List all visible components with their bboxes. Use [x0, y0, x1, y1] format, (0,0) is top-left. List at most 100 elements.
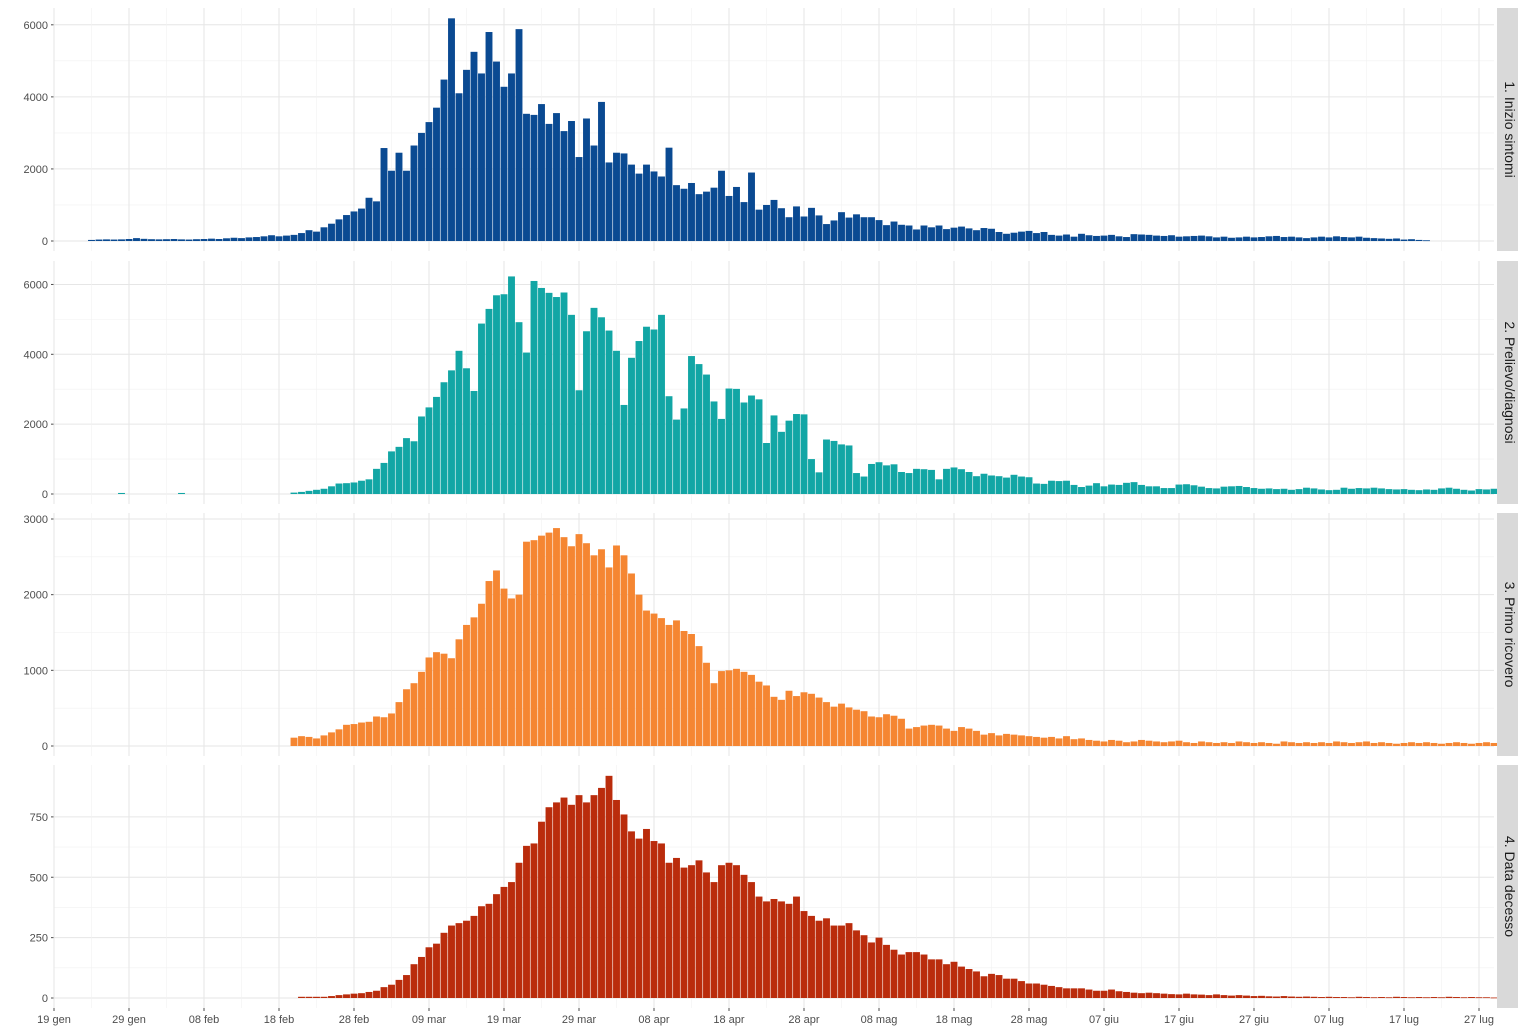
bar: [1460, 489, 1468, 494]
facet-strip: [1497, 765, 1518, 1008]
bar: [493, 295, 500, 494]
bar: [695, 364, 703, 494]
bar: [1100, 486, 1108, 494]
bar: [920, 225, 928, 241]
bar: [1198, 235, 1205, 241]
bar: [1183, 484, 1190, 494]
bar: [778, 901, 785, 998]
bar: [890, 221, 898, 241]
bar: [845, 445, 853, 494]
bar: [1393, 743, 1400, 746]
bar: [425, 657, 433, 746]
bar: [1400, 997, 1408, 998]
bar: [740, 402, 748, 494]
bar: [388, 713, 395, 746]
bar: [830, 220, 838, 241]
bar: [1010, 474, 1018, 494]
bar: [1475, 997, 1483, 999]
bar: [1078, 233, 1085, 241]
bar: [995, 975, 1003, 998]
bar: [815, 215, 823, 241]
bar: [523, 113, 530, 241]
bar: [470, 51, 478, 242]
bar: [980, 976, 988, 998]
y-tick-label: 250: [30, 933, 48, 945]
bar: [635, 341, 643, 494]
bar: [1025, 983, 1033, 998]
bar: [905, 728, 913, 746]
bar: [1393, 238, 1400, 241]
bar: [1273, 235, 1280, 241]
bar: [1085, 739, 1093, 746]
bar: [1385, 238, 1393, 241]
bar: [155, 239, 163, 241]
bar: [710, 683, 718, 746]
x-tick-label: 29 mar: [562, 1014, 597, 1026]
bar: [605, 567, 613, 746]
bar: [1318, 742, 1325, 746]
x-tick-label: 08 apr: [638, 1014, 670, 1026]
bar: [598, 101, 605, 242]
bar: [785, 903, 793, 998]
bar: [1273, 489, 1280, 494]
bar: [373, 716, 380, 746]
bar: [485, 308, 493, 494]
bar: [395, 979, 403, 998]
bar: [388, 984, 395, 998]
bar: [545, 532, 553, 746]
bar: [1093, 740, 1100, 746]
bar: [980, 228, 988, 241]
bar: [800, 216, 808, 241]
bar: [170, 239, 178, 241]
bar: [875, 937, 883, 998]
bar: [890, 464, 898, 494]
facet-strip-label: 2. Prelievo/diagnosi: [1502, 321, 1518, 443]
bar: [298, 491, 305, 494]
bar: [1055, 235, 1063, 241]
bar: [725, 670, 733, 746]
bar: [1115, 740, 1123, 746]
bar: [560, 131, 568, 241]
bar: [890, 949, 898, 998]
bar: [1048, 985, 1055, 998]
bar: [808, 459, 815, 494]
bar: [1490, 488, 1498, 494]
bar: [1453, 488, 1460, 494]
bar: [1010, 978, 1018, 998]
bar: [913, 727, 920, 746]
bar: [1123, 482, 1130, 494]
bar: [1183, 742, 1190, 746]
bar: [928, 227, 935, 241]
bar: [238, 238, 245, 241]
bar: [898, 471, 905, 494]
bar: [1258, 488, 1265, 494]
bar: [1018, 981, 1025, 998]
bar: [530, 540, 538, 746]
bar: [733, 668, 740, 746]
y-tick-label: 0: [42, 236, 48, 248]
bar: [1190, 994, 1198, 998]
bar: [1348, 742, 1355, 746]
bar: [463, 368, 470, 494]
bar: [313, 996, 320, 998]
bar: [673, 620, 680, 746]
y-tick-label: 750: [30, 812, 48, 824]
bar: [1040, 231, 1048, 241]
bar: [1130, 741, 1138, 746]
bar: [1198, 994, 1205, 998]
bar: [665, 147, 673, 241]
bar: [958, 966, 965, 998]
bar: [1175, 740, 1183, 746]
y-tick-label: 3000: [24, 514, 48, 526]
bar: [1198, 741, 1205, 746]
bar: [785, 217, 793, 241]
bar: [1393, 489, 1400, 494]
bar: [335, 729, 343, 746]
bar: [725, 388, 733, 494]
bar: [1130, 234, 1138, 241]
bar: [515, 594, 523, 746]
bar: [433, 107, 440, 241]
bar: [433, 396, 440, 494]
bar: [1273, 743, 1280, 746]
